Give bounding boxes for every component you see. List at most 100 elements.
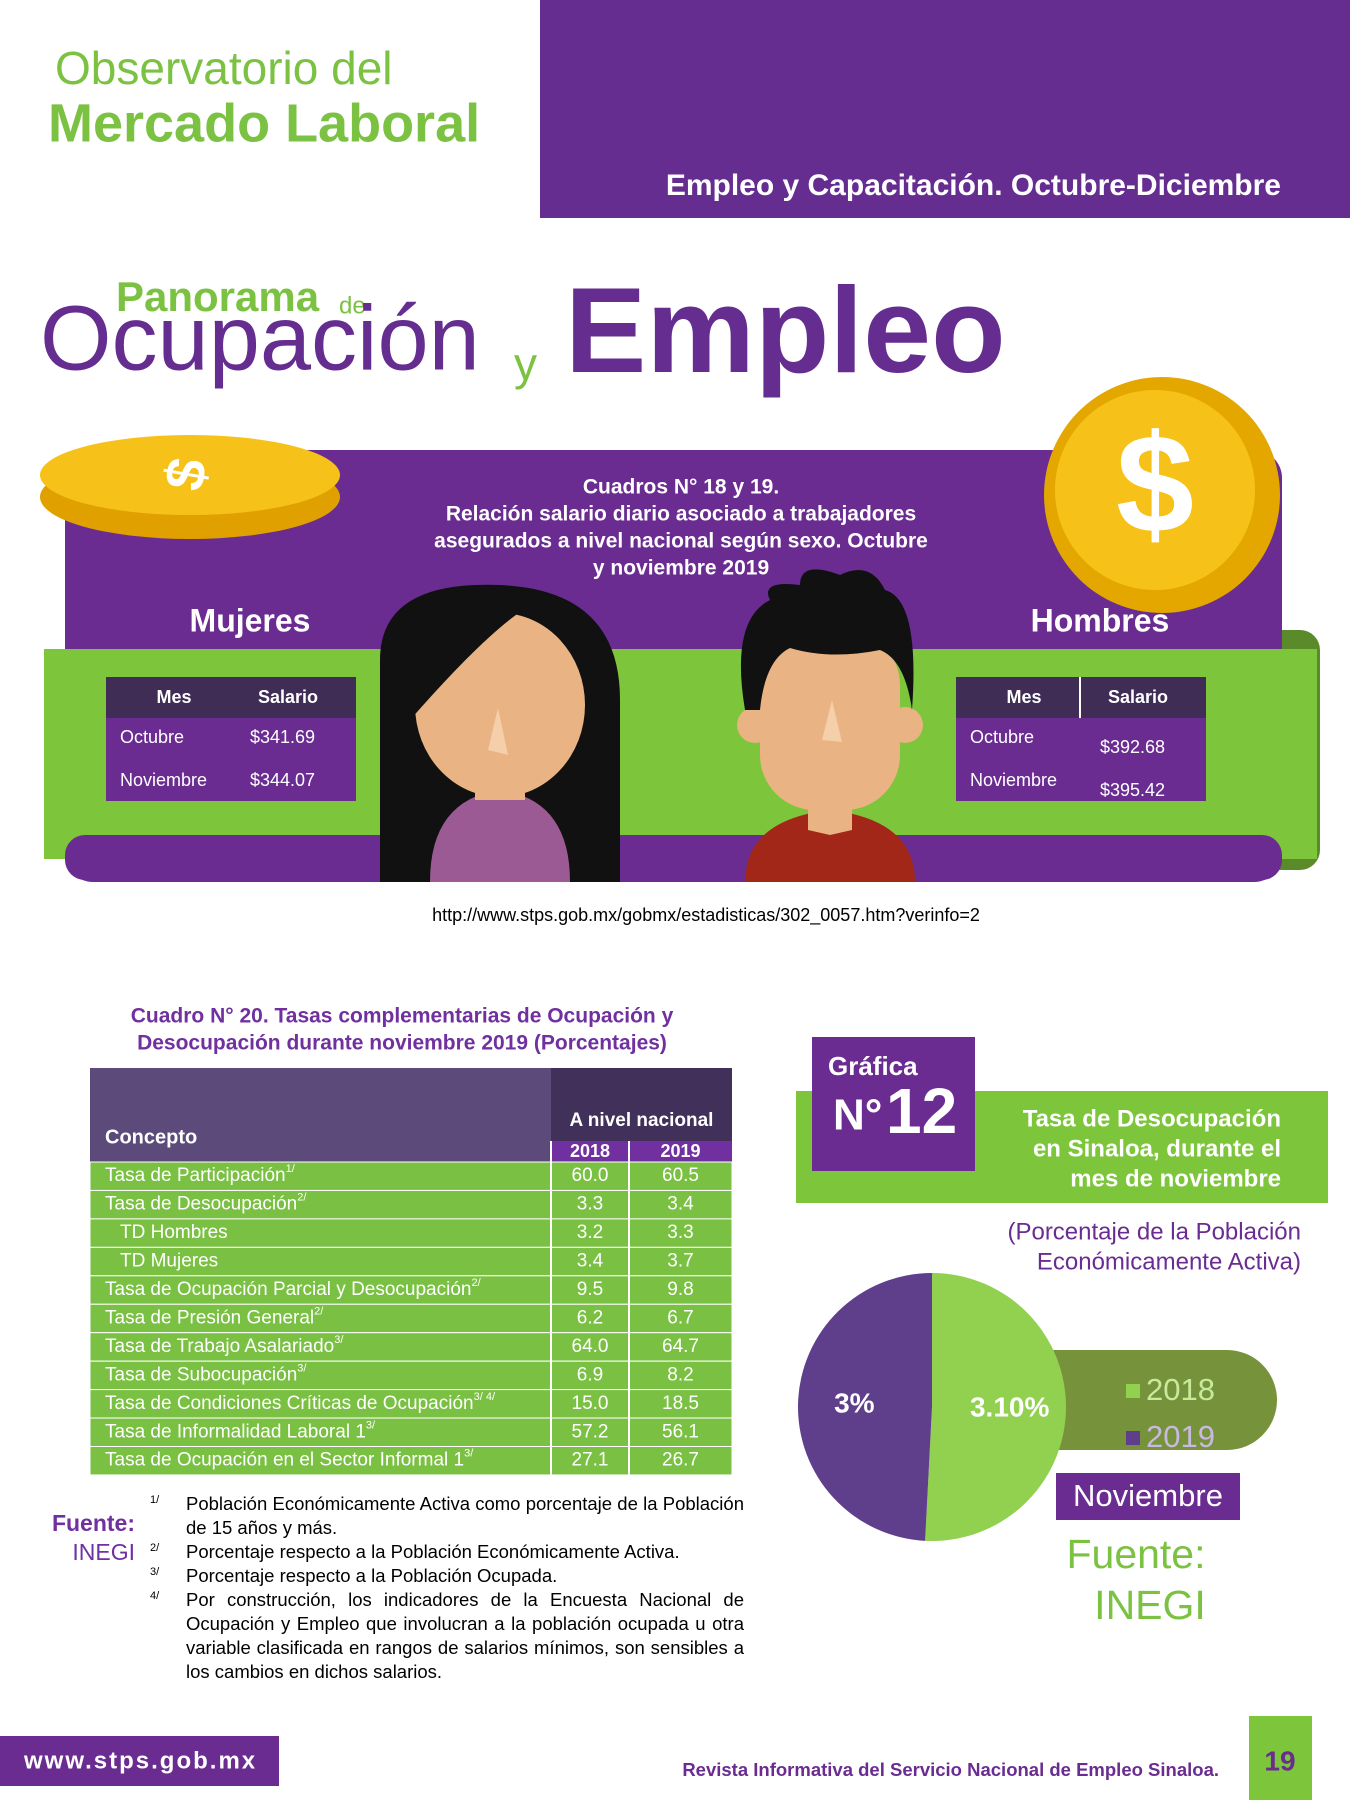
chart-badge-number: 12 xyxy=(886,1075,957,1147)
rates-year-header: 2018 xyxy=(570,1141,610,1161)
salary-tables: Mes Salario Octubre $341.69 Noviembre $344.07… xyxy=(106,677,1206,801)
rates-label: Tasa de Condiciones Críticas de Ocupació… xyxy=(105,1393,474,1414)
salary-month: Octubre xyxy=(970,727,1034,747)
rates-value: 15.0 xyxy=(572,1393,609,1414)
footnote-text: Porcentaje respecto a la Población Ocupa… xyxy=(186,1565,558,1586)
rates-value: 56.1 xyxy=(662,1421,699,1442)
salary-column-header: Salario xyxy=(258,687,318,707)
pie-value-label: 3.10% xyxy=(970,1391,1049,1422)
salary-month: Octubre xyxy=(120,727,184,747)
pie-slice xyxy=(797,1273,932,1541)
rates-value: 57.2 xyxy=(572,1421,609,1442)
rates-row xyxy=(89,1303,733,1334)
rates-row-label: Tasa de Desocupación2/ xyxy=(105,1192,307,1215)
rates-concept-header: Concepto xyxy=(105,1126,197,1148)
salary-month: Noviembre xyxy=(120,770,207,790)
rates-header-years xyxy=(551,1141,732,1162)
rates-value: 9.8 xyxy=(667,1279,693,1300)
salary-column-header: Mes xyxy=(1006,687,1041,707)
title-de: de xyxy=(339,292,366,319)
footnote-mark: 3/ xyxy=(150,1566,160,1578)
chart-title-line: en Sinaloa, durante el xyxy=(1033,1135,1281,1162)
chart-subtitle-line: Económicamente Activa) xyxy=(1037,1248,1301,1275)
chart-source-name: INEGI xyxy=(1094,1582,1206,1628)
title-empleo: Empleo xyxy=(565,262,1006,398)
women-label: Mujeres xyxy=(190,602,311,638)
chart: Tasa de Desocupación en Sinaloa, durante … xyxy=(797,1105,1301,1542)
rates-row xyxy=(89,1332,733,1362)
rates-row-label: Tasa de Ocupación Parcial y Desocupación… xyxy=(105,1277,482,1300)
rates-value: 3.4 xyxy=(577,1251,604,1272)
footnote: 3/Porcentaje respecto a la Población Ocu… xyxy=(150,1564,744,1588)
source-url: http://www.stps.gob.mx/gobmx/estadistica… xyxy=(432,905,980,926)
rates-value: 27.1 xyxy=(572,1450,609,1471)
rates-label: Tasa de Informalidad Laboral 1 xyxy=(105,1421,366,1442)
title-y: y xyxy=(514,338,537,390)
rates-value: 6.9 xyxy=(577,1364,603,1385)
footnote-text: Población Económicamente Activa como por… xyxy=(186,1493,744,1538)
rates-title-line: Cuadro N° 20. Tasas complementarias de O… xyxy=(131,1005,674,1028)
footnote-mark: 4/ xyxy=(150,1590,160,1602)
rates-label: Tasa de Desocupación xyxy=(105,1194,297,1215)
rates-label: Tasa de Ocupación en el Sector Informal … xyxy=(105,1450,464,1471)
rates-note: 2/ xyxy=(314,1305,324,1317)
rates-row xyxy=(89,1218,733,1248)
rates-label: TD Mujeres xyxy=(120,1251,218,1272)
footnote-mark: 2/ xyxy=(150,1542,160,1554)
rates-value: 3.3 xyxy=(577,1194,603,1215)
banner-bottom xyxy=(65,835,1282,880)
men-label: Hombres xyxy=(1031,602,1170,638)
chart-period: Noviembre xyxy=(1073,1478,1223,1513)
salary-table-header xyxy=(106,677,356,718)
rates-value: 9.5 xyxy=(577,1279,603,1300)
rates-header-group xyxy=(551,1068,732,1141)
woman-body xyxy=(430,790,570,882)
rates-value: 3.3 xyxy=(667,1222,693,1243)
coin-right xyxy=(1055,390,1255,590)
footnote: 4/Por construcción, los indicadores de l… xyxy=(150,1588,744,1684)
rates-row xyxy=(89,1161,733,1191)
legend-label: 2018 xyxy=(1146,1372,1215,1407)
legend-swatch xyxy=(1126,1431,1140,1445)
chart-title-line: Tasa de Desocupación xyxy=(1023,1105,1281,1132)
title-ocupacion: Ocupación xyxy=(40,287,480,389)
rates-row xyxy=(89,1446,733,1476)
header-band xyxy=(540,0,1350,218)
chart-title-line: mes de noviembre xyxy=(1070,1165,1281,1192)
header-line1: Observatorio del xyxy=(55,42,393,94)
rates-value: 64.7 xyxy=(662,1336,699,1357)
rates-value: 6.7 xyxy=(667,1307,693,1328)
rates-row-label: TD Mujeres xyxy=(120,1251,218,1272)
footer-site: www.stps.gob.mx xyxy=(23,1747,257,1774)
rates-label: Tasa de Participación xyxy=(105,1165,286,1186)
rates-row-label: Tasa de Subocupación3/ xyxy=(105,1362,307,1385)
legend-label: 2019 xyxy=(1146,1419,1215,1454)
salary-value: $341.69 xyxy=(250,727,315,747)
header-line2: Mercado Laboral xyxy=(48,93,480,153)
footer-page-box xyxy=(1249,1716,1312,1800)
rates-label: Tasa de Trabajo Asalariado xyxy=(105,1336,334,1357)
rates-table: Cuadro N° 20. Tasas complementarias de O… xyxy=(89,1005,733,1476)
rates-label: Tasa de Ocupación Parcial y Desocupación xyxy=(105,1279,471,1300)
chart-badge-label: Gráfica xyxy=(828,1051,918,1081)
rates-row-label: Tasa de Presión General2/ xyxy=(105,1305,324,1328)
rates-value: 3.4 xyxy=(667,1194,694,1215)
rates-row-label: Tasa de Condiciones Críticas de Ocupació… xyxy=(105,1391,496,1414)
rates-note: 2/ xyxy=(297,1192,307,1204)
header-section: Empleo y Capacitación. Octubre-Diciembre xyxy=(666,169,1281,202)
rates-note: 3/ xyxy=(464,1448,474,1460)
footnote-text: Por construcción, los indicadores de la … xyxy=(186,1589,744,1682)
caption-line: Relación salario diario asociado a traba… xyxy=(446,503,916,526)
rates-note: 3/ xyxy=(297,1362,307,1374)
pie-value-label: 3% xyxy=(834,1387,875,1418)
woman-bangs xyxy=(405,610,520,720)
period-box xyxy=(1056,1473,1240,1520)
coin-left xyxy=(40,435,340,515)
rates-note: 3/ xyxy=(366,1419,376,1431)
footnote-text: Porcentaje respecto a la Población Econó… xyxy=(186,1541,680,1562)
salary-caption: Cuadros N° 18 y 19. Relación salario diar… xyxy=(434,476,928,580)
footnotes: 1/Población Económicamente Activa como p… xyxy=(150,1492,744,1684)
caption-line: Cuadros N° 18 y 19. xyxy=(583,476,779,499)
